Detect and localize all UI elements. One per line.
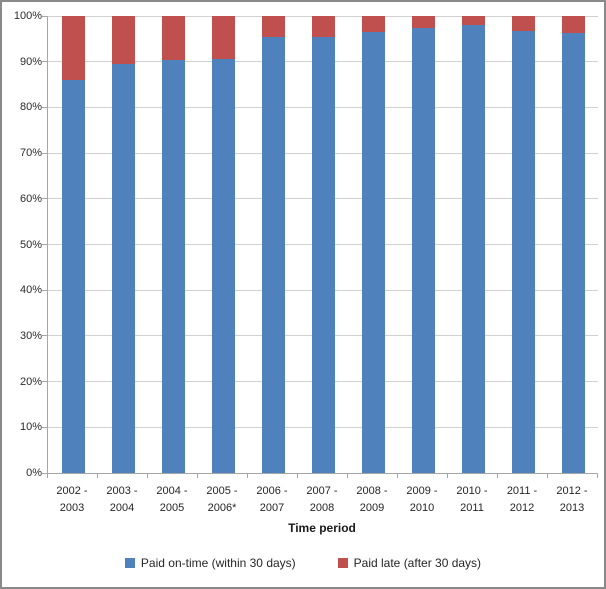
x-tick-3	[197, 474, 198, 478]
y-tick-100%	[42, 15, 47, 17]
legend-label-paid-late: Paid late (after 30 days)	[353, 556, 482, 570]
bar-segment-late-2006 - 2007	[261, 16, 285, 38]
y-axis-label-90%: 90%	[19, 55, 42, 68]
legend-item-paid-on-time: Paid on-time (within 30 days)	[124, 556, 296, 570]
bar-column-2009 - 2010	[398, 16, 448, 473]
bar-column-2002 - 2003	[48, 16, 98, 473]
legend-label-paid-on-time: Paid on-time (within 30 days)	[140, 556, 296, 570]
y-tick-40%	[42, 289, 47, 291]
x-tick-1	[97, 474, 98, 478]
bar-segment-late-2004 - 2005	[161, 16, 185, 60]
x-tick-10	[547, 474, 548, 478]
bar-segment-on-time-2005 - 2006*	[211, 59, 235, 473]
y-tick-70%	[42, 152, 47, 154]
y-tick-50%	[42, 244, 47, 245]
legend: Paid on-time (within 30 days) Paid late …	[2, 556, 604, 570]
x-tick-9	[497, 474, 498, 478]
x-axis-label-2011 - 2012: 2011 - 2012	[506, 485, 538, 514]
x-axis-label-2005 - 2006*: 2005 - 2006*	[206, 485, 238, 514]
legend-swatch-red	[337, 558, 348, 568]
bar-segment-on-time-2010 - 2011	[461, 25, 485, 473]
x-tick-0	[47, 474, 48, 478]
y-axis-label-20%: 20%	[19, 375, 42, 388]
bar-segment-late-2012 - 2013	[561, 16, 585, 34]
y-tick-30%	[42, 335, 47, 337]
bar-segment-late-2011 - 2012	[511, 16, 535, 31]
bar-segment-on-time-2002 - 2003	[61, 79, 85, 473]
bar-segment-late-2005 - 2006*	[211, 16, 235, 60]
x-tick-2	[147, 474, 148, 478]
x-axis-label-2012 - 2013: 2012 - 2013	[556, 485, 588, 514]
legend-swatch-blue	[124, 558, 135, 568]
y-axis-label-100%: 100%	[13, 10, 42, 22]
bar-column-2004 - 2005	[148, 16, 198, 473]
bar-segment-late-2003 - 2004	[111, 16, 135, 65]
plot-area	[42, 15, 598, 474]
bar-segment-on-time-2012 - 2013	[561, 33, 585, 473]
x-axis-title: Time period	[288, 521, 356, 535]
bar-column-2011 - 2012	[498, 16, 548, 473]
x-tick-11	[597, 474, 598, 478]
y-axis-label-40%: 40%	[19, 284, 42, 297]
y-axis-label-0%: 0%	[26, 467, 42, 479]
legend-item-paid-late: Paid late (after 30 days)	[337, 556, 482, 570]
bar-segment-on-time-2003 - 2004	[111, 64, 135, 473]
x-axis-label-2008 - 2009: 2008 - 2009	[356, 485, 388, 514]
y-axis-label-70%: 70%	[19, 147, 42, 160]
y-tick-90%	[42, 61, 47, 63]
bar-segment-on-time-2004 - 2005	[161, 59, 185, 473]
x-tick-6	[347, 474, 348, 478]
bar-segment-on-time-2007 - 2008	[311, 36, 335, 473]
x-axis-label-2002 - 2003: 2002 - 2003	[56, 485, 88, 514]
x-tick-5	[297, 474, 298, 478]
bar-column-2003 - 2004	[98, 16, 148, 473]
y-axis-label-60%: 60%	[19, 192, 42, 205]
bar-segment-on-time-2008 - 2009	[361, 32, 385, 473]
bar-segment-on-time-2006 - 2007	[261, 37, 285, 473]
y-tick-0%	[42, 472, 47, 474]
x-axis-label-2007 - 2008: 2007 - 2008	[306, 485, 338, 514]
bar-column-2006 - 2007	[248, 16, 298, 473]
x-axis-label-2003 - 2004: 2003 - 2004	[106, 485, 138, 514]
y-axis-label-30%: 30%	[19, 329, 42, 342]
bar-segment-late-2007 - 2008	[311, 16, 335, 37]
bar-column-2007 - 2008	[298, 16, 348, 473]
y-axis-label-10%: 10%	[19, 421, 42, 434]
x-axis-label-2006 - 2007: 2006 - 2007	[256, 485, 288, 514]
x-tick-7	[397, 474, 398, 478]
y-tick-10%	[42, 426, 47, 428]
x-axis-label-2004 - 2005: 2004 - 2005	[156, 485, 188, 514]
bar-segment-late-2009 - 2010	[411, 16, 435, 29]
bar-column-2012 - 2013	[548, 16, 598, 473]
y-axis-label-50%: 50%	[19, 238, 42, 251]
bar-column-2010 - 2011	[448, 16, 498, 473]
y-axis-label-80%: 80%	[19, 101, 42, 114]
bar-column-2005 - 2006*	[198, 16, 248, 473]
x-tick-4	[247, 474, 248, 478]
y-tick-60%	[42, 198, 47, 200]
bar-column-2008 - 2009	[348, 16, 398, 473]
y-tick-80%	[42, 106, 47, 108]
bar-segment-late-2008 - 2009	[361, 16, 385, 33]
bar-segment-late-2010 - 2011	[461, 16, 485, 26]
bar-segment-late-2002 - 2003	[61, 16, 85, 80]
bar-segment-on-time-2011 - 2012	[511, 30, 535, 473]
x-axis-label-2009 - 2010: 2009 - 2010	[406, 485, 438, 514]
y-tick-20%	[42, 381, 47, 383]
bar-segment-on-time-2009 - 2010	[411, 28, 435, 473]
x-tick-8	[447, 474, 448, 478]
x-axis-label-2010 - 2011: 2010 - 2011	[456, 485, 488, 514]
